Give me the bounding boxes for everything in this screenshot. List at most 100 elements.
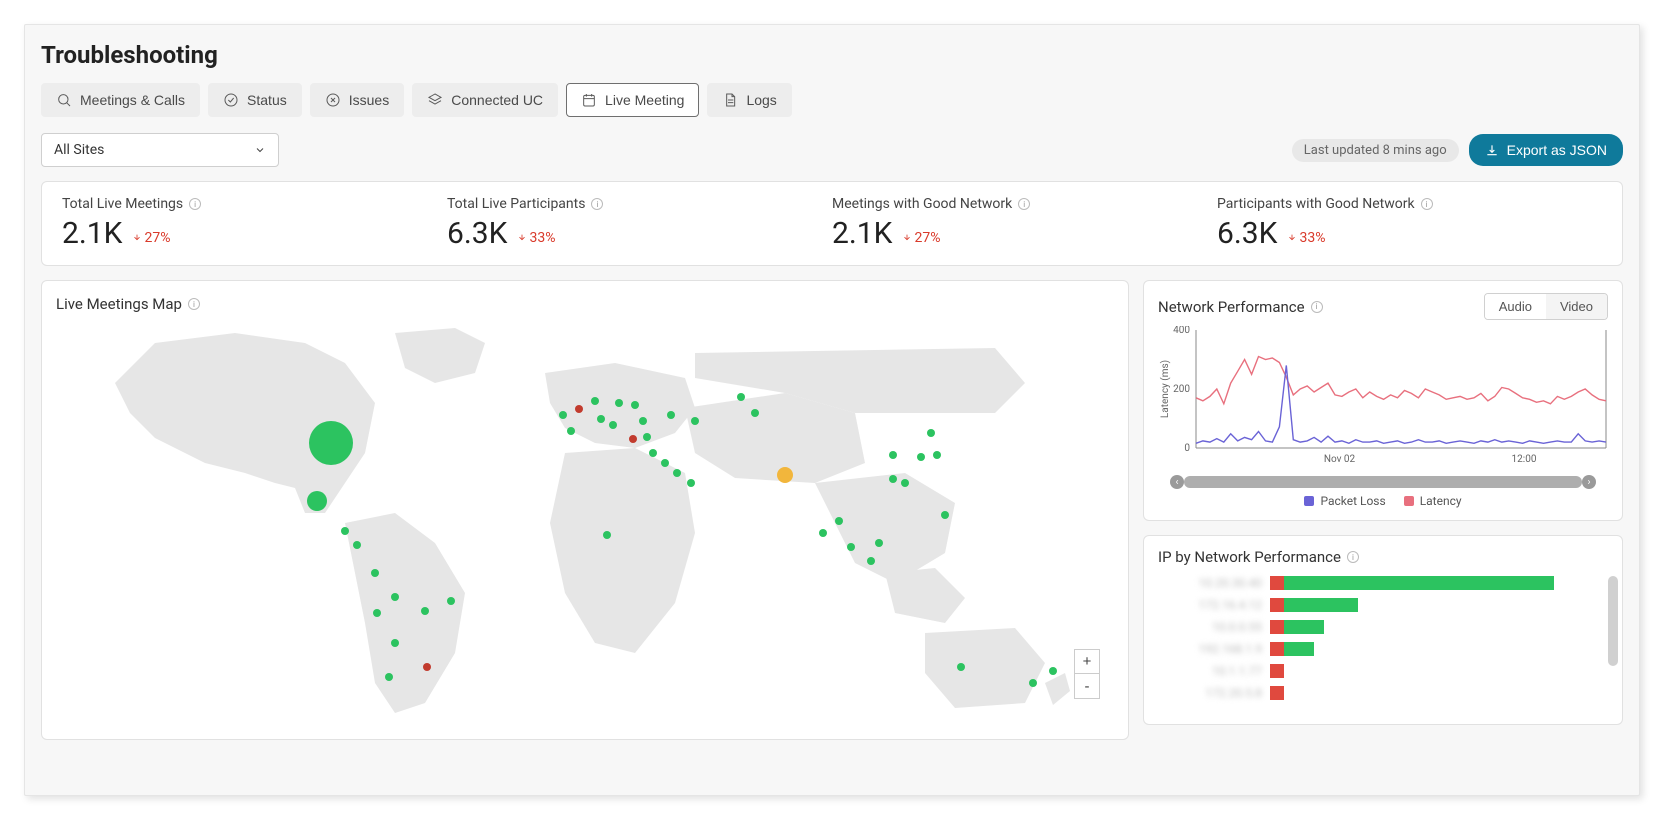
map-point[interactable]	[777, 467, 793, 483]
world-map[interactable]	[56, 313, 1114, 723]
map-point[interactable]	[927, 429, 935, 437]
tab-meetings-calls[interactable]: Meetings & Calls	[41, 83, 200, 117]
perf-toggle-video[interactable]: Video	[1546, 294, 1607, 319]
map-point[interactable]	[447, 597, 455, 605]
ip-network-performance-card: IP by Network Performance i 10.20.30.40 1…	[1143, 535, 1623, 725]
map-point[interactable]	[643, 433, 651, 441]
map-point[interactable]	[341, 527, 349, 535]
map-point[interactable]	[423, 663, 431, 671]
info-icon[interactable]: i	[591, 198, 603, 210]
live-meetings-map-card: Live Meetings Map i + -	[41, 280, 1129, 740]
map-point[interactable]	[901, 479, 909, 487]
map-point[interactable]	[421, 607, 429, 615]
map-point[interactable]	[609, 421, 617, 429]
tab-connected-uc[interactable]: Connected UC	[412, 83, 558, 117]
export-json-button[interactable]: Export as JSON	[1469, 134, 1623, 166]
map-point[interactable]	[591, 397, 599, 405]
map-point[interactable]	[751, 409, 759, 417]
info-icon[interactable]: i	[1347, 551, 1359, 563]
map-point[interactable]	[575, 405, 583, 413]
map-point[interactable]	[819, 529, 827, 537]
perf-time-slider[interactable]	[1184, 476, 1582, 488]
map-point[interactable]	[371, 569, 379, 577]
perf-slider-prev-button[interactable]: ‹	[1170, 475, 1184, 489]
map-point[interactable]	[567, 427, 575, 435]
info-icon[interactable]: i	[1421, 198, 1433, 210]
map-point[interactable]	[687, 479, 695, 487]
map-point[interactable]	[615, 399, 623, 407]
map-point[interactable]	[649, 449, 657, 457]
map-point[interactable]	[309, 421, 353, 465]
info-icon[interactable]: i	[189, 198, 201, 210]
ip-label: 10.20.30.40	[1158, 576, 1262, 590]
tab-status[interactable]: Status	[208, 83, 302, 117]
tab-live-meeting[interactable]: Live Meeting	[566, 83, 699, 117]
network-performance-card: Network Performance i AudioVideo 0200400…	[1143, 280, 1623, 521]
map-zoom-in-button[interactable]: +	[1075, 650, 1099, 674]
map-point[interactable]	[639, 417, 647, 425]
map-card-title: Live Meetings Map i	[56, 295, 1114, 313]
map-point[interactable]	[875, 539, 883, 547]
ip-label: 192.168.1.9	[1158, 642, 1262, 656]
map-point[interactable]	[889, 451, 897, 459]
ip-row[interactable]: 10.20.30.40	[1158, 576, 1608, 590]
ip-row[interactable]: 10.0.0.55	[1158, 620, 1608, 634]
ip-row[interactable]: 10.1.1.77	[1158, 664, 1608, 678]
map-point[interactable]	[957, 663, 965, 671]
info-icon[interactable]: i	[1018, 198, 1030, 210]
stat-label: Total Live Meetingsi	[62, 196, 447, 212]
info-icon[interactable]: i	[1311, 301, 1323, 313]
map-point[interactable]	[603, 531, 611, 539]
tab-label: Logs	[746, 92, 776, 108]
scrollbar-thumb[interactable]	[1608, 576, 1618, 666]
map-point[interactable]	[385, 673, 393, 681]
map-point[interactable]	[691, 417, 699, 425]
map-point[interactable]	[847, 543, 855, 551]
map-point[interactable]	[629, 435, 637, 443]
map-point[interactable]	[597, 415, 605, 423]
map-point[interactable]	[307, 491, 327, 511]
map-point[interactable]	[1029, 679, 1037, 687]
ip-card-title: IP by Network Performance i	[1158, 548, 1608, 566]
ip-row[interactable]: 192.168.1.9	[1158, 642, 1608, 656]
stat-cell: Participants with Good Networki6.3K33%	[1217, 196, 1602, 251]
perf-toggle-audio[interactable]: Audio	[1485, 294, 1546, 319]
x-circle-icon	[325, 92, 341, 108]
tab-label: Issues	[349, 92, 389, 108]
map-point[interactable]	[673, 469, 681, 477]
site-select[interactable]: All Sites	[41, 133, 279, 167]
tab-logs[interactable]: Logs	[707, 83, 791, 117]
map-point[interactable]	[559, 411, 567, 419]
map-point[interactable]	[941, 511, 949, 519]
ip-row[interactable]: 172.20.5.8	[1158, 686, 1608, 700]
map-point[interactable]	[631, 401, 639, 409]
stat-label: Total Live Participantsi	[447, 196, 832, 212]
map-point[interactable]	[391, 639, 399, 647]
toolbar-row: All Sites Last updated 8 mins ago Export…	[41, 133, 1623, 167]
svg-text:400: 400	[1173, 326, 1190, 336]
legend-item-latency[interactable]: Latency	[1404, 494, 1462, 508]
stat-delta: 27%	[132, 230, 170, 246]
map-point[interactable]	[667, 411, 675, 419]
perf-slider-next-button[interactable]: ›	[1582, 475, 1596, 489]
map-point[interactable]	[867, 557, 875, 565]
map-point[interactable]	[391, 593, 399, 601]
map-point[interactable]	[353, 541, 361, 549]
info-icon[interactable]: i	[188, 298, 200, 310]
map-point[interactable]	[933, 451, 941, 459]
map-point[interactable]	[889, 475, 897, 483]
perf-toggle-group: AudioVideo	[1484, 293, 1608, 320]
map-point[interactable]	[737, 393, 745, 401]
legend-item-packet_loss[interactable]: Packet Loss	[1304, 494, 1385, 508]
stat-delta: 33%	[517, 230, 555, 246]
map-point[interactable]	[373, 609, 381, 617]
map-zoom-out-button[interactable]: -	[1075, 674, 1099, 698]
map-point[interactable]	[661, 459, 669, 467]
tab-issues[interactable]: Issues	[310, 83, 404, 117]
site-select-value: All Sites	[54, 142, 104, 158]
ip-card-title-text: IP by Network Performance	[1158, 548, 1341, 566]
map-point[interactable]	[1049, 667, 1057, 675]
map-point[interactable]	[835, 517, 843, 525]
ip-row[interactable]: 172.16.4.12	[1158, 598, 1608, 612]
map-point[interactable]	[917, 453, 925, 461]
